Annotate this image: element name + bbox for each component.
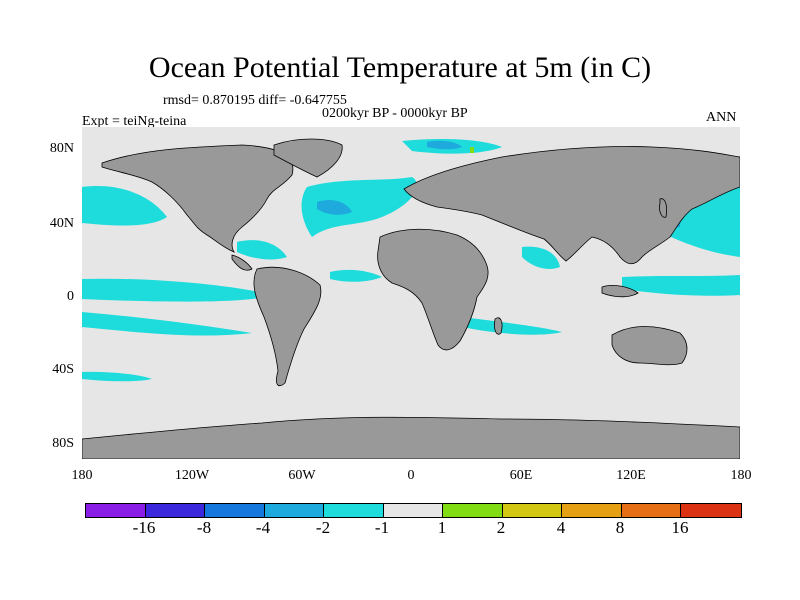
land-layer — [82, 138, 740, 459]
colorbar-swatch — [621, 504, 681, 517]
colorbar-swatch — [502, 504, 562, 517]
plot-title: Ocean Potential Temperature at 5m (in C) — [148, 51, 652, 84]
colorbar-label: 16 — [671, 518, 689, 537]
period-label: 0200kyr BP - 0000kyr BP — [322, 106, 468, 121]
land-central-america — [231, 254, 253, 271]
anomaly-south-pacific — [82, 312, 252, 336]
x-tick-180e: 180 — [730, 468, 752, 483]
colorbar-label: -4 — [255, 518, 271, 537]
colorbar-swatch — [562, 504, 622, 517]
land-north-america — [101, 144, 294, 253]
colorbar-swatch — [383, 504, 443, 517]
anomaly-greenland-sea — [427, 140, 462, 150]
colorbar-label: 8 — [615, 518, 625, 537]
colorbar-swatch — [324, 504, 384, 517]
colorbar — [85, 503, 742, 518]
x-tick-120w: 120W — [174, 468, 210, 483]
land-madagascar — [494, 317, 503, 335]
colorbar-swatch — [86, 504, 146, 517]
season-label: ANN — [706, 110, 737, 125]
land-japan — [659, 198, 668, 218]
anomaly-caribbean — [237, 240, 287, 260]
y-tick-80n: 80N — [49, 141, 74, 156]
anomaly-tropical-atlantic — [330, 269, 382, 282]
x-tick-60w: 60W — [288, 468, 316, 483]
anomaly-equatorial-pacific — [82, 278, 272, 302]
colorbar-label: 4 — [556, 518, 566, 537]
land-australia — [611, 326, 688, 366]
land-africa — [377, 228, 489, 351]
world-map — [82, 127, 740, 459]
x-tick-180w: 180 — [71, 468, 93, 483]
colorbar-label: -2 — [315, 518, 331, 537]
x-tick-120e: 120E — [616, 468, 646, 483]
anomaly-north-pacific — [82, 186, 167, 226]
stats-label: rmsd= 0.870195 diff= -0.647755 — [163, 93, 347, 108]
y-tick-0: 0 — [67, 289, 74, 304]
colorbar-swatch — [681, 504, 741, 517]
anomaly-warm-baltic — [470, 147, 474, 153]
y-tick-40n: 40N — [49, 216, 74, 231]
anomaly-southern-ocean-west — [82, 371, 152, 382]
map-panel — [82, 127, 740, 459]
land-south-america — [253, 266, 322, 387]
land-maritime-continent — [601, 285, 639, 298]
colorbar-label: -8 — [196, 518, 212, 537]
colorbar-swatch — [264, 504, 324, 517]
y-tick-80s: 80S — [52, 436, 74, 451]
anomaly-north-atlantic — [301, 177, 418, 237]
anomaly-western-pacific — [622, 275, 740, 296]
x-tick-0: 0 — [407, 468, 415, 483]
anomaly-arabian-sea — [522, 246, 560, 269]
colorbar-swatch — [443, 504, 503, 517]
land-eurasia — [403, 146, 740, 265]
colorbar-label: -1 — [374, 518, 390, 537]
y-tick-40s: 40S — [52, 362, 74, 377]
colorbar-label: -16 — [132, 518, 156, 537]
colorbar-swatch — [205, 504, 265, 517]
anomaly-labrador-sea — [317, 200, 352, 215]
anomaly-indian-ocean — [462, 317, 562, 335]
x-tick-60e: 60E — [509, 468, 533, 483]
colorbar-label: 1 — [437, 518, 447, 537]
colorbar-swatch — [145, 504, 205, 517]
experiment-label: Expt = teiNg-teina — [82, 114, 187, 129]
land-antarctica — [82, 416, 740, 459]
land-greenland — [273, 138, 343, 178]
colorbar-label: 2 — [496, 518, 506, 537]
